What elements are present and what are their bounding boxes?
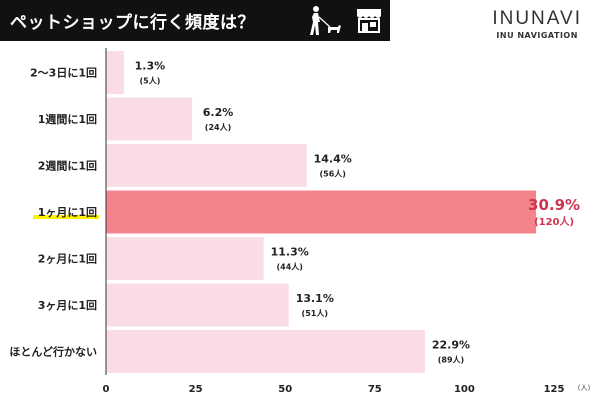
x-tick-label: 100 <box>454 384 475 395</box>
count-label: (44人) <box>276 262 302 272</box>
percent-label: 6.2% <box>203 106 234 119</box>
brand-subtitle: INU NAVIGATION <box>496 31 578 40</box>
category-label: 3ヶ月に1回 <box>38 298 97 312</box>
brand-name: INUNAVI <box>492 8 582 29</box>
count-label: (5人) <box>139 76 160 86</box>
count-label: (120人) <box>534 215 574 228</box>
bar <box>106 237 264 280</box>
bar <box>106 97 193 141</box>
bar <box>106 330 425 373</box>
dog-walker-icon <box>310 6 341 35</box>
percent-label: 1.3% <box>135 60 166 73</box>
bar <box>106 283 289 327</box>
count-label: (56人) <box>319 169 345 179</box>
x-tick-label: 125 <box>544 384 565 395</box>
percent-label: 13.1% <box>296 292 334 305</box>
bar <box>106 190 537 234</box>
x-tick-label: 0 <box>103 384 110 395</box>
brand-logo: INUNAVI INU NAVIGATION <box>492 8 582 40</box>
category-label: 1週間に1回 <box>38 112 97 126</box>
title-banner: ペットショップに行く頻度は？ <box>0 0 390 41</box>
percent-label: 30.9% <box>528 196 580 214</box>
bar <box>106 51 124 94</box>
highlight-underline <box>33 215 99 219</box>
page-title: ペットショップに行く頻度は？ <box>10 13 255 33</box>
x-tick-label: 50 <box>278 384 292 395</box>
x-unit-label: (人) <box>578 384 591 392</box>
x-tick-label: 25 <box>189 384 203 395</box>
category-label: 2〜3日に1回 <box>30 66 97 80</box>
category-label: ほとんど行かない <box>9 345 97 359</box>
category-label: 2週間に1回 <box>38 159 97 173</box>
count-label: (24人) <box>205 122 231 132</box>
category-label: 1ヶ月に1回 <box>38 205 97 219</box>
count-label: (89人) <box>438 355 464 365</box>
x-tick-label: 75 <box>368 384 382 395</box>
bar <box>106 144 307 187</box>
percent-label: 14.4% <box>314 153 352 166</box>
percent-label: 11.3% <box>271 246 309 259</box>
percent-label: 22.9% <box>432 339 470 352</box>
pet-shop-icon <box>357 9 381 33</box>
category-label: 2ヶ月に1回 <box>38 252 97 266</box>
count-label: (51人) <box>302 308 328 318</box>
